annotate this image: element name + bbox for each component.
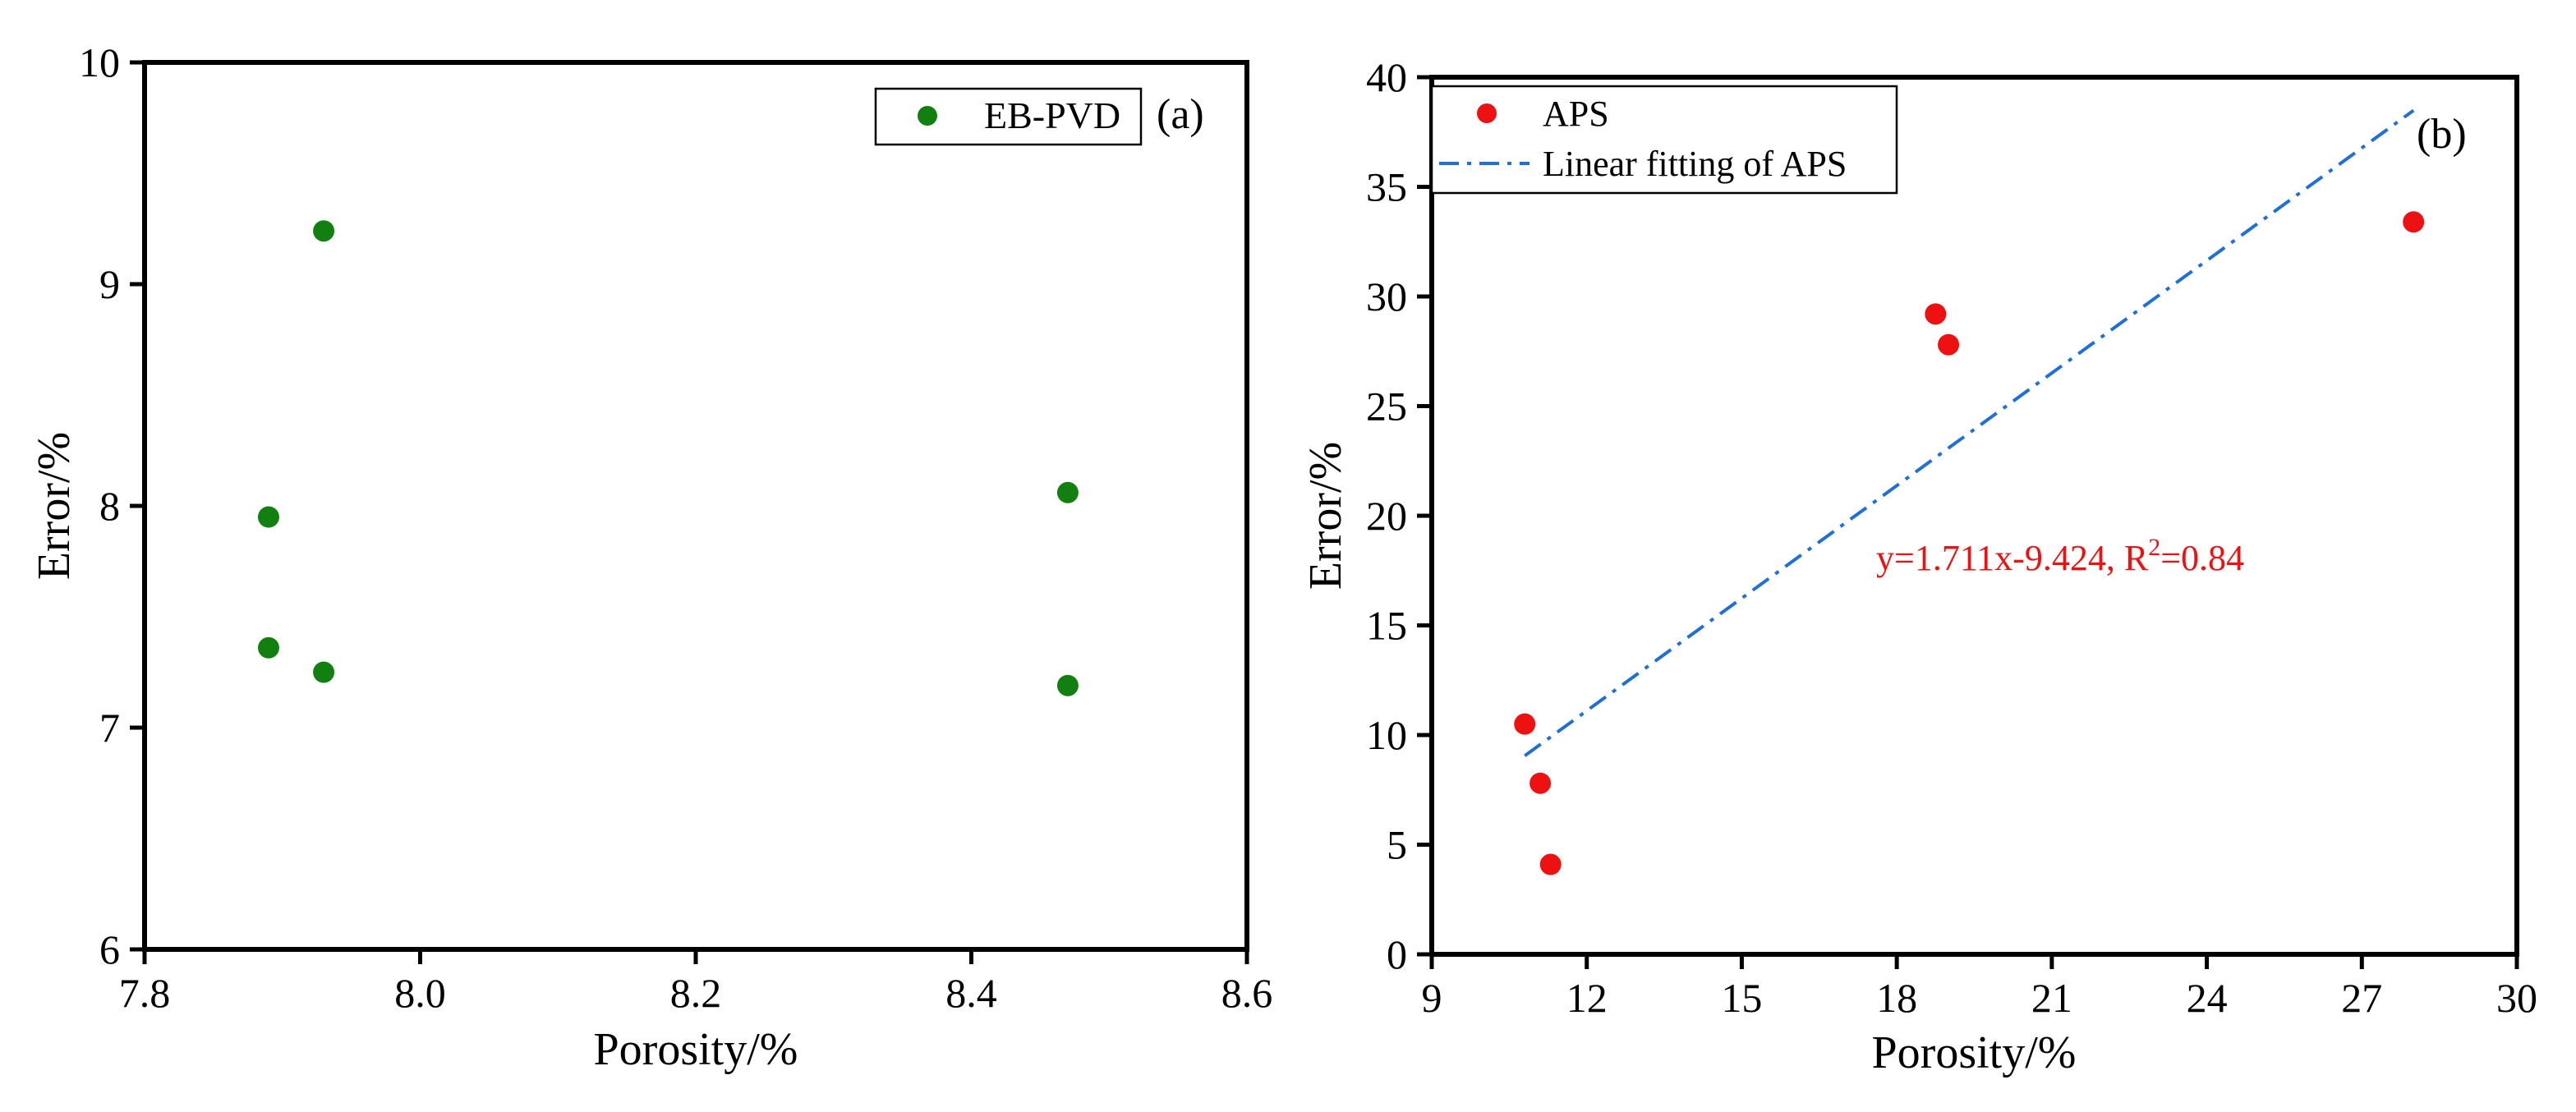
panel-a-points [257,220,1079,696]
panel-a-data-point [1056,674,1079,696]
panel-b-ytick-label: 35 [1366,164,1407,210]
panel-b-xlabel: Porosity/% [1872,1027,2077,1078]
panel-b-label: (b) [2417,111,2467,158]
fit-annotation-prefix: y=1.711x-9.424, R [1876,538,2149,578]
fit-annotation-suffix: =0.84 [2160,538,2244,578]
panel-b-plot-frame [1429,75,2519,957]
panel-a-data-point [257,636,279,659]
panel-a-ytick-label: 10 [79,39,120,85]
fit-annotation-sup: 2 [2148,534,2160,561]
panel-a-data-point [1056,481,1079,503]
panel-b-xtick-label: 30 [2496,975,2537,1021]
panel-b-legend: APS Linear fitting of APS [1430,85,1898,195]
panel-b-xtick-label: 21 [2031,975,2072,1021]
panel-b-xtick-label: 12 [1566,975,1608,1021]
panel-a-data-point [313,220,335,242]
panel-a-xlabel: Porosity/% [594,1024,798,1075]
panel-a-ticks: 7.8 8.0 8.2 8.4 8.6 6 7 8 9 10 [79,39,1272,1016]
panel-a-ytick-label: 8 [99,483,120,529]
panel-a-legend-marker [918,106,937,126]
panel-b-fit-line [1524,108,2415,757]
panel-a-xtick-label: 8.4 [945,970,997,1016]
panel-b-xtick-label: 24 [2187,975,2228,1021]
panel-b-legend-label-aps: APS [1543,94,1609,134]
panel-a-ylabel: Error/% [29,432,80,580]
panel-b-xtick-label: 18 [1876,975,1917,1021]
panel-b-legend-box [1430,85,1898,195]
panel-a-xtick-label: 7.8 [119,970,171,1016]
panel-b-data-point [1925,303,1947,325]
panel-b-data-point [1938,333,1960,356]
panel-b-data-point [1514,713,1536,735]
panel-b-ytick-label: 0 [1387,931,1407,977]
panel-b-legend-marker-aps [1477,103,1497,123]
panel-b-data-point [1539,853,1562,875]
panel-a-xtick-label: 8.6 [1221,970,1273,1016]
panel-b-fit-annotation: y=1.711x-9.424, R2=0.84 [1876,534,2244,578]
panel-a-data-point [313,661,335,683]
panel-a-xtick-label: 8.2 [670,970,722,1016]
panel-b-xtick-label: 27 [2341,975,2382,1021]
panel-b-legend-label-fit: Linear fitting of APS [1543,144,1847,184]
panel-b-ytick-label: 5 [1387,822,1407,868]
panel-a-ytick-label: 7 [99,705,120,751]
panel-b-ytick-label: 15 [1366,603,1407,649]
panel-a-data-point [257,506,279,528]
panel-a-plot-frame [142,60,1249,952]
panel-b-data-point [1530,772,1552,794]
panel-b-ytick-label: 40 [1366,54,1407,100]
panel-b-points [1514,211,2425,875]
panel-b-ylabel: Error/% [1300,442,1351,590]
panel-b-ytick-label: 10 [1366,712,1407,758]
panel-b: 9 12 15 18 21 24 27 30 0 5 10 15 20 25 30 35 40 APS Line… [1300,54,2537,1078]
panel-a-legend: EB-PVD [874,87,1143,146]
panel-b-ytick-label: 30 [1366,273,1407,319]
panel-a-ytick-label: 6 [99,926,120,972]
panel-b-xtick-label: 9 [1422,975,1442,1021]
panel-a-legend-box [874,87,1143,146]
panel-a-xtick-label: 8.0 [394,970,446,1016]
panel-b-data-point [2403,211,2425,233]
panel-b-ytick-label: 25 [1366,384,1407,430]
panel-a-ytick-label: 9 [99,261,120,307]
panel-a-legend-label: EB-PVD [984,94,1120,136]
panel-b-xtick-label: 15 [1721,975,1762,1021]
panel-b-ytick-label: 20 [1366,493,1407,539]
panel-b-ticks: 9 12 15 18 21 24 27 30 0 5 10 15 20 25 30 35 40 [1366,54,2537,1021]
panel-a-label: (a) [1157,91,1204,138]
panel-a: 7.8 8.0 8.2 8.4 8.6 6 7 8 9 10 EB-PVD (a) Porosit… [29,39,1272,1075]
